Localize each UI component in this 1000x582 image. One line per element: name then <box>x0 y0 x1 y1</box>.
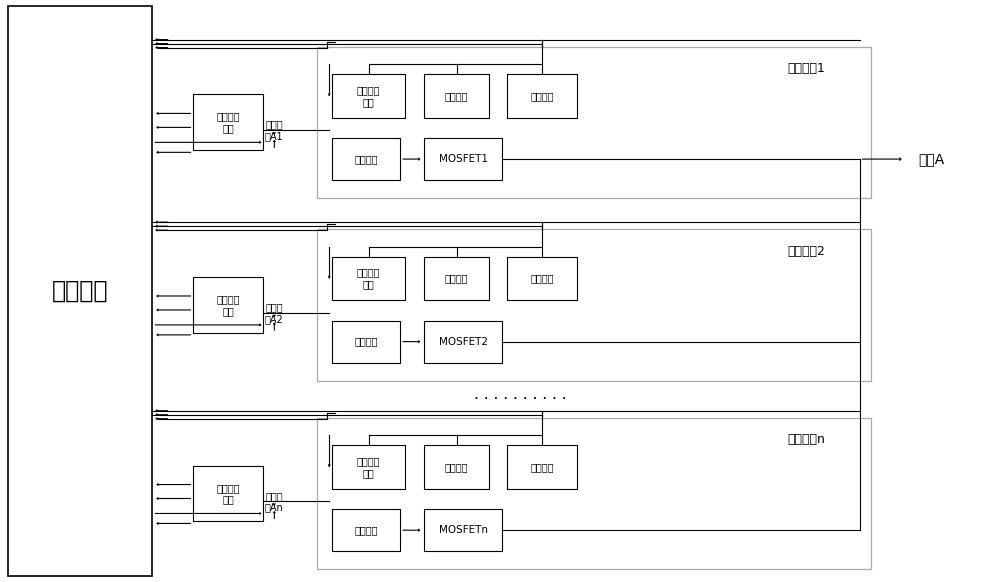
Text: 并联支路n: 并联支路n <box>788 433 826 446</box>
Text: 驱动芯片: 驱动芯片 <box>354 525 378 535</box>
Text: 电流检测: 电流检测 <box>445 462 468 472</box>
Bar <box>332 138 400 180</box>
Bar <box>193 94 263 150</box>
Bar <box>317 418 871 569</box>
Text: 电流检测: 电流检测 <box>445 274 468 283</box>
Bar <box>424 509 502 551</box>
Bar <box>424 138 502 180</box>
Bar <box>507 257 577 300</box>
Bar <box>424 321 502 363</box>
Bar <box>317 229 871 381</box>
Bar <box>193 277 263 333</box>
Text: 电流检测: 电流检测 <box>445 91 468 101</box>
Text: MOSFET2: MOSFET2 <box>439 336 488 347</box>
Bar <box>424 445 489 489</box>
Text: 驱动信
号A1: 驱动信 号A1 <box>265 119 284 141</box>
Text: 驱动欠压
检测: 驱动欠压 检测 <box>357 85 380 107</box>
Bar <box>332 74 405 118</box>
Text: 驱动信
号A2: 驱动信 号A2 <box>265 302 284 324</box>
Bar <box>317 47 871 198</box>
Bar <box>193 466 263 521</box>
Text: · · · · · · · · · ·: · · · · · · · · · · <box>474 392 566 407</box>
Bar <box>332 509 400 551</box>
Text: 温度检测: 温度检测 <box>530 91 554 101</box>
Text: 故障检测
单元: 故障检测 单元 <box>217 482 240 505</box>
Text: 故障检测
单元: 故障检测 单元 <box>217 294 240 316</box>
Bar <box>332 321 400 363</box>
Text: 并联支路2: 并联支路2 <box>788 244 826 258</box>
Text: 故障检测
单元: 故障检测 单元 <box>217 112 240 133</box>
Bar <box>332 445 405 489</box>
Text: 驱动信
号An: 驱动信 号An <box>265 491 284 512</box>
Text: 驱动欠压
检测: 驱动欠压 检测 <box>357 456 380 478</box>
Text: 并联支路1: 并联支路1 <box>788 62 826 75</box>
Text: 驱动芯片: 驱动芯片 <box>354 336 378 347</box>
Bar <box>507 74 577 118</box>
Text: 驱动芯片: 驱动芯片 <box>354 154 378 164</box>
Bar <box>424 74 489 118</box>
Text: MOSFETn: MOSFETn <box>439 525 488 535</box>
Bar <box>424 257 489 300</box>
Text: MOSFET1: MOSFET1 <box>439 154 488 164</box>
Text: 主控单元: 主控单元 <box>52 279 108 303</box>
Text: 驱动欠压
检测: 驱动欠压 检测 <box>357 268 380 289</box>
Bar <box>332 257 405 300</box>
Text: 信号A: 信号A <box>918 152 945 166</box>
Bar <box>507 445 577 489</box>
Bar <box>8 6 152 576</box>
Text: 温度检测: 温度检测 <box>530 462 554 472</box>
Text: 温度检测: 温度检测 <box>530 274 554 283</box>
